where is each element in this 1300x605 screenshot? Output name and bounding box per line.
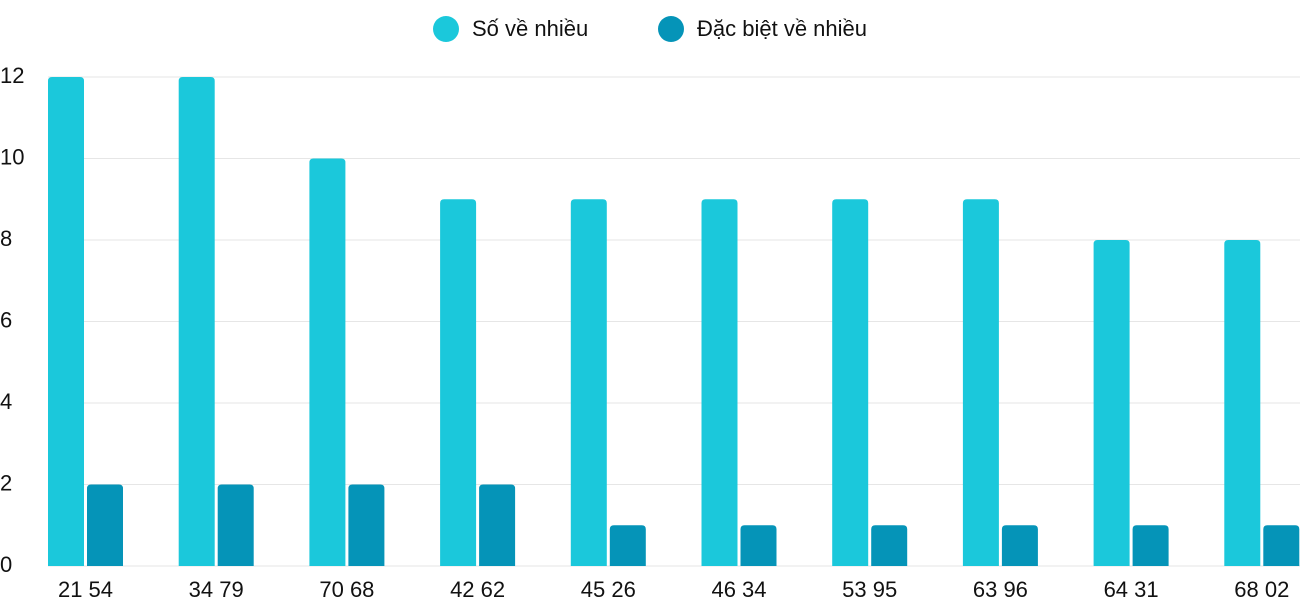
bar: [178, 77, 215, 566]
x-tick-label: 70 68: [319, 577, 374, 600]
y-tick-label: 10: [0, 144, 24, 169]
bar: [1263, 525, 1300, 566]
x-tick-label: 34 79: [189, 577, 244, 600]
y-tick-label: 4: [0, 389, 12, 414]
bar: [1093, 240, 1130, 566]
bar: [1001, 525, 1038, 566]
x-tick-label: 21 54: [58, 577, 113, 600]
x-tick-label: 68 02: [1234, 577, 1289, 600]
y-tick-label: 8: [0, 226, 12, 251]
legend-marker: [433, 16, 459, 42]
x-tick-label: 45 26: [581, 577, 636, 600]
bar: [740, 525, 777, 566]
bar: [1224, 240, 1261, 566]
bar: [479, 484, 516, 566]
x-tick-label: 53 95: [842, 577, 897, 600]
x-tick-label: 64 31: [1104, 577, 1159, 600]
bar: [1132, 525, 1169, 566]
bar: [48, 77, 84, 566]
y-tick-label: 6: [0, 307, 12, 332]
bar: [832, 199, 869, 566]
x-tick-label: 42 62: [450, 577, 505, 600]
bar: [962, 199, 999, 566]
bar: [440, 199, 477, 566]
bar: [87, 484, 123, 566]
bar: [348, 484, 385, 566]
bar: [609, 525, 646, 566]
bar: [217, 484, 254, 566]
bar: [309, 158, 346, 566]
legend-label: Số về nhiều: [472, 16, 588, 41]
x-tick-label: 63 96: [973, 577, 1028, 600]
y-tick-label: 0: [0, 552, 12, 577]
legend-marker: [658, 16, 684, 42]
legend-label: Đặc biệt về nhiều: [697, 16, 867, 41]
y-tick-label: 12: [0, 63, 24, 88]
bar: [701, 199, 738, 566]
x-tick-label: 46 34: [711, 577, 766, 600]
bar: [871, 525, 908, 566]
y-tick-label: 2: [0, 470, 12, 495]
bar: [570, 199, 607, 566]
